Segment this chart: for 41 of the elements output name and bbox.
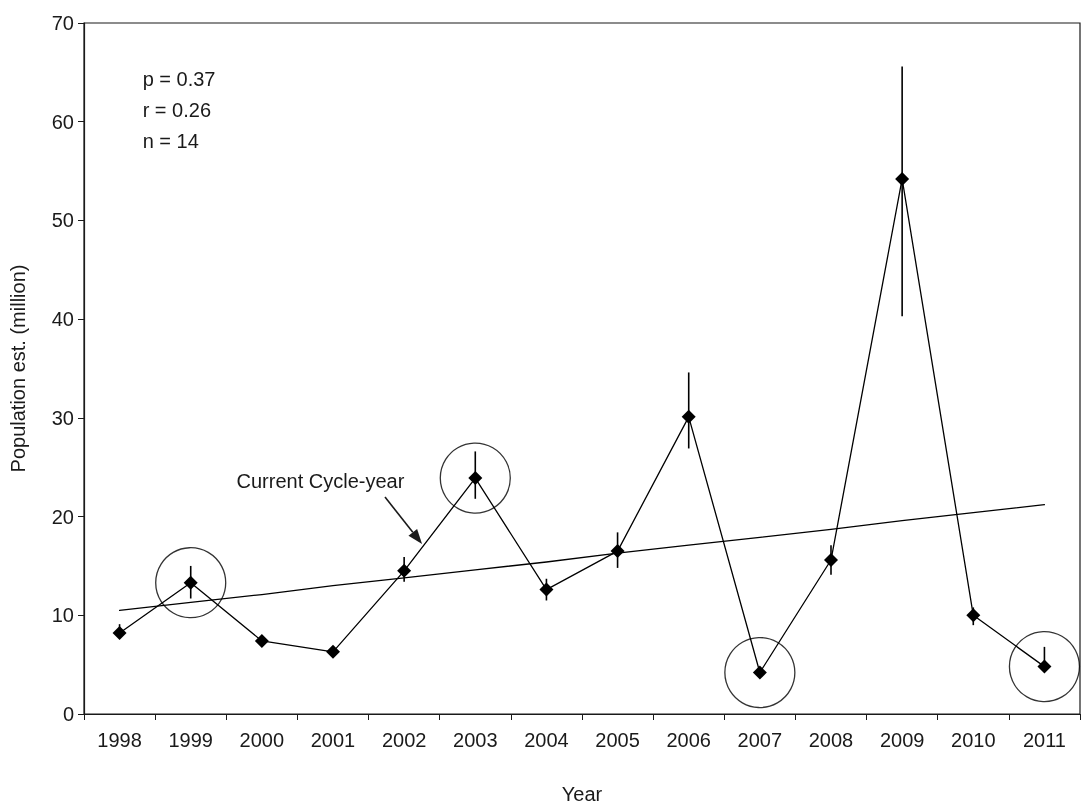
point xyxy=(752,665,767,680)
point xyxy=(610,544,625,559)
x-tick-label: 2003 xyxy=(453,729,498,751)
x-tick-label: 2006 xyxy=(666,729,711,751)
x-tick-label: 2002 xyxy=(381,729,427,751)
x-axis-title: Year xyxy=(561,783,603,805)
y-tick-label: 10 xyxy=(51,604,74,627)
y-tick-label: 30 xyxy=(51,406,74,429)
annotation: r = 0.26 xyxy=(142,98,212,121)
y-axis-title: Population est. (million) xyxy=(7,264,29,473)
x-tick-label: 1998 xyxy=(97,729,142,751)
y-tick-label: 50 xyxy=(51,209,74,232)
x-tick-label: 2011 xyxy=(1022,729,1066,751)
y-tick-label: 60 xyxy=(51,110,74,133)
point xyxy=(183,575,198,590)
point xyxy=(681,409,696,424)
point xyxy=(824,553,838,568)
annotation: p = 0.37 xyxy=(142,67,216,90)
x-tick-label: 2008 xyxy=(808,729,854,751)
annotation: n = 14 xyxy=(142,129,199,152)
x-tick-label: 2009 xyxy=(879,729,925,751)
point xyxy=(397,563,412,578)
x-tick-label: 1999 xyxy=(168,729,213,751)
x-tick-label: 2000 xyxy=(239,729,285,751)
x-tick-label: 2007 xyxy=(737,729,783,751)
x-tick-label: 2001 xyxy=(310,729,356,751)
y-tick-label: 0 xyxy=(62,703,74,725)
x-tick-label: 2010 xyxy=(951,729,996,751)
y-tick-label: 40 xyxy=(51,308,74,331)
annotation: Current Cycle-year xyxy=(236,469,405,492)
x-tick-label: 2004 xyxy=(524,729,569,751)
point xyxy=(539,582,554,597)
point xyxy=(468,471,483,486)
point xyxy=(895,171,910,186)
point xyxy=(1037,659,1052,674)
x-tick-label: 2005 xyxy=(595,729,640,751)
point xyxy=(326,644,340,659)
y-tick-label: 20 xyxy=(51,505,74,528)
point xyxy=(966,608,981,623)
point xyxy=(254,633,269,648)
y-tick-label: 70 xyxy=(51,12,74,34)
